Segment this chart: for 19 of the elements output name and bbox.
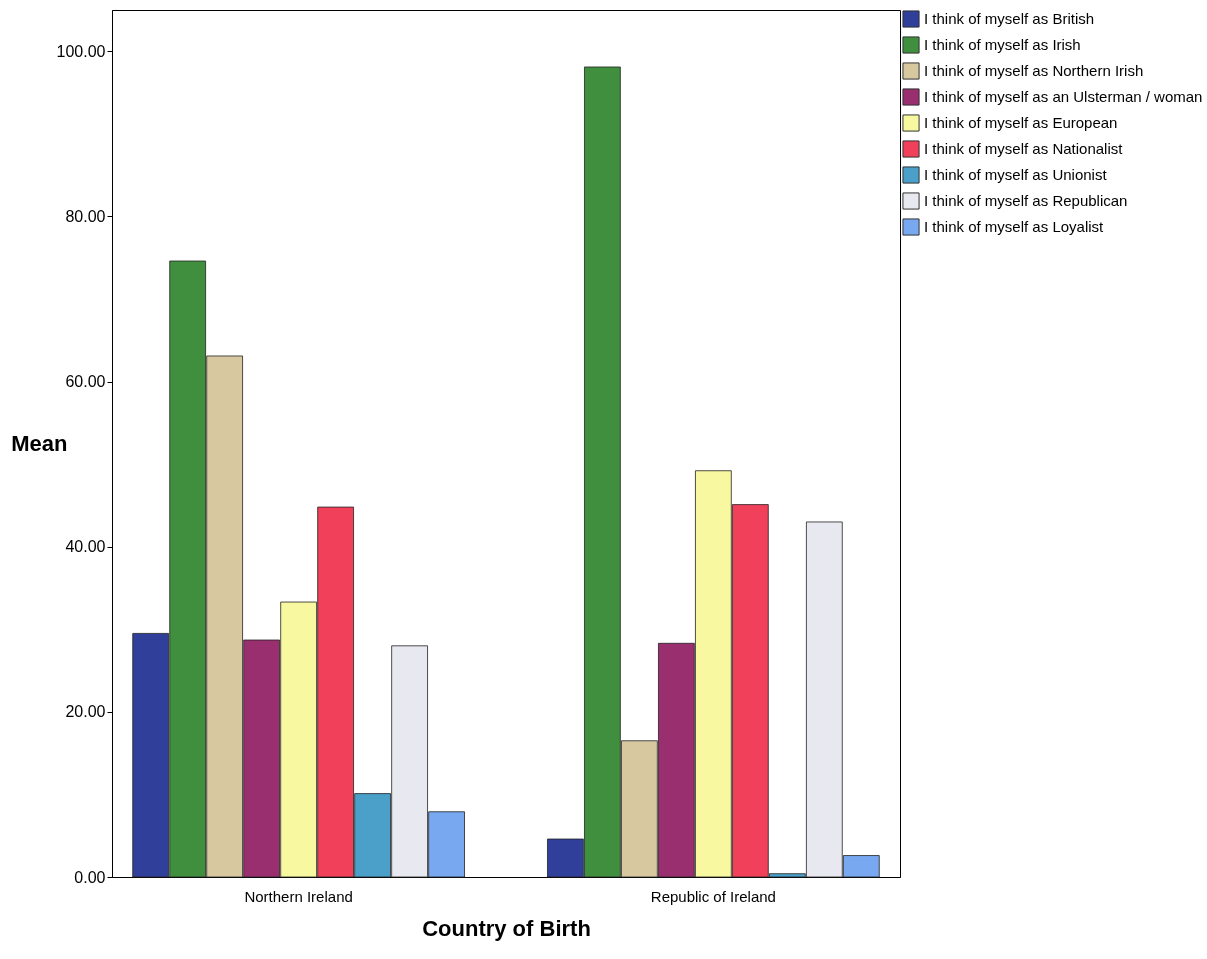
x-tick-label: Northern Ireland <box>244 887 353 905</box>
legend-label: I think of myself as Republican <box>924 192 1128 209</box>
x-tick-label: Republic of Ireland <box>650 887 776 905</box>
legend-label: I think of myself as Irish <box>924 36 1081 53</box>
y-tick-label: 80.00 <box>65 207 106 225</box>
y-tick-label: 0.00 <box>74 868 106 886</box>
legend-label: I think of myself as an Ulsterman / woman <box>924 88 1203 105</box>
legend-label: I think of myself as Nationalist <box>924 140 1124 157</box>
x-axis-title: Country of Birth <box>422 915 591 941</box>
legend-label: I think of myself as British <box>924 10 1095 27</box>
legend-label: I think of myself as European <box>924 114 1118 131</box>
y-tick-label: 60.00 <box>65 373 106 391</box>
legend-label: I think of myself as Loyalist <box>924 218 1105 235</box>
legend-label: I think of myself as Unionist <box>924 166 1108 183</box>
y-axis-title: Mean <box>11 431 68 456</box>
legend-label: I think of myself as Northern Irish <box>924 62 1144 79</box>
y-tick-label: 100.00 <box>56 42 106 60</box>
y-tick-label: 20.00 <box>65 703 106 721</box>
y-tick-label: 40.00 <box>65 538 106 556</box>
